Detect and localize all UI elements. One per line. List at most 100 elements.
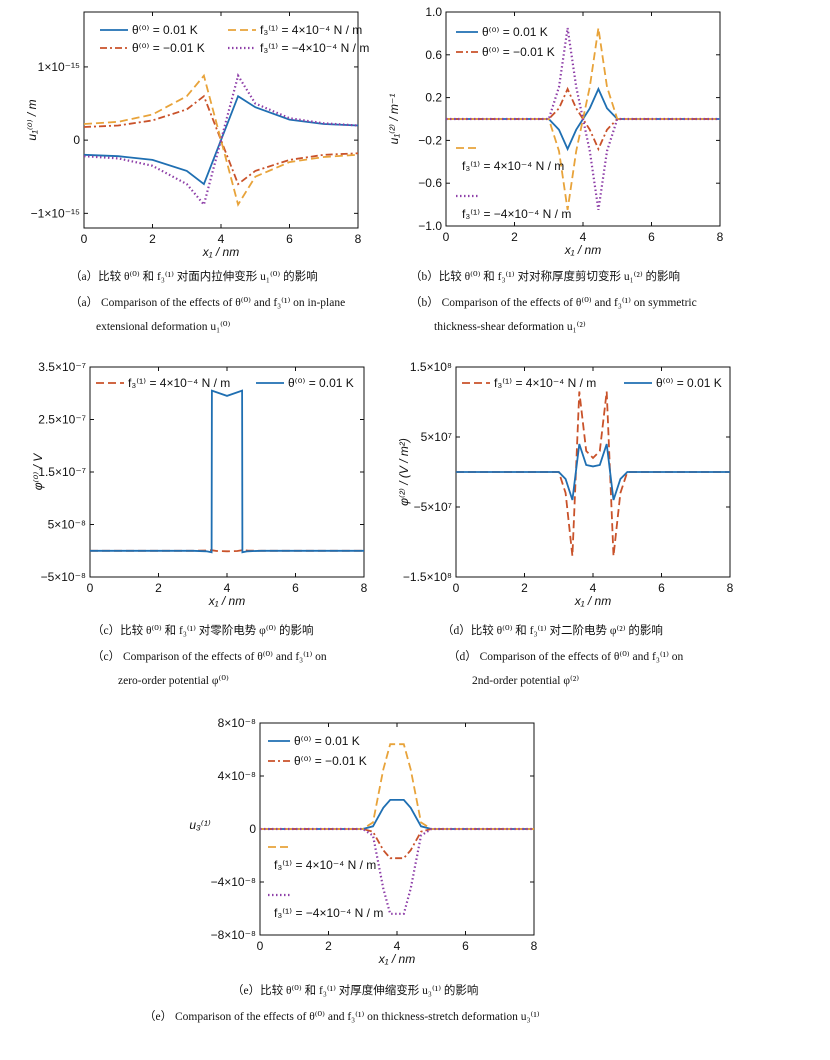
y-tick-label: −4×10⁻⁸	[211, 875, 256, 889]
series-line-1	[90, 389, 364, 554]
y-tick-label: 5×10⁻⁸	[48, 518, 86, 532]
x-tick-label: 6	[286, 232, 293, 246]
y-tick-label: 1×10⁻¹⁵	[38, 60, 80, 74]
caption-d-en2: 2nd-order potential φ⁽²⁾	[472, 675, 580, 687]
series-line-2	[260, 743, 534, 830]
legend-label: f₃⁽¹⁾ = 4×10⁻⁴ N / m	[462, 159, 564, 173]
x-tick-label: 2	[325, 939, 332, 953]
y-tick-label: 1.5×10⁻⁷	[38, 465, 86, 479]
y-tick-label: −1.5×10⁸	[403, 570, 452, 584]
caption-d-cn: （d）比较 θ⁽⁰⁾ 和 f₃⁽¹⁾ 对二阶电势 φ⁽²⁾ 的影响	[442, 625, 663, 637]
series-line-0	[456, 391, 730, 557]
caption-c-en2: zero-order potential φ⁽⁰⁾	[118, 675, 229, 687]
chart-e: 0 2 4 6 8 8×10⁻⁸ 4×10⁻⁸ 0 −4×10⁻⁸ −8×10⁻⁸ x₁ / nm u…	[189, 716, 538, 966]
series-line-3	[260, 827, 534, 915]
caption-e-en1: （e） Comparison of the effects of θ⁽⁰⁾ an…	[144, 1011, 540, 1023]
chart-b: 0 2 4 6 8 1.0 0.6 0.2 −0.2 −0.6 −1.0 x₁ / nm u₁⁽²⁾ /…	[387, 5, 724, 257]
x-tick-label: 6	[658, 581, 665, 595]
legend-label: f₃⁽¹⁾ = −4×10⁻⁴ N / m	[462, 207, 571, 221]
series-line-1	[84, 94, 358, 186]
x-tick-label: 8	[531, 939, 538, 953]
x-tick-label: 6	[292, 581, 299, 595]
x-tick-label: 0	[81, 232, 88, 246]
legend-label: θ⁽⁰⁾ = 0.01 K	[482, 25, 548, 39]
series-line-0	[84, 94, 358, 186]
legend-label: θ⁽⁰⁾ = 0.01 K	[656, 376, 722, 390]
x-tick-label: 0	[443, 230, 450, 244]
x-tick-label: 4	[590, 581, 597, 595]
legend-label: f₃⁽¹⁾ = 4×10⁻⁴ N / m	[260, 23, 362, 37]
x-axis-label: x₁ / nm	[574, 594, 611, 608]
y-axis-label: φ⁽⁰⁾ / V	[31, 453, 45, 491]
series-line-3	[446, 27, 720, 211]
x-tick-label: 8	[355, 232, 362, 246]
x-tick-label: 6	[648, 230, 655, 244]
legend-label: θ⁽⁰⁾ = −0.01 K	[132, 41, 205, 55]
legend-label: θ⁽⁰⁾ = 0.01 K	[294, 734, 360, 748]
chart-c: 0 2 4 6 8 3.5×10⁻⁷ 2.5×10⁻⁷ 1.5×10⁻⁷ 5×10⁻⁸ −5×10…	[31, 360, 368, 608]
x-tick-label: 6	[462, 939, 469, 953]
y-tick-label: −5×10⁻⁸	[41, 570, 86, 584]
y-tick-label: −5×10⁷	[414, 500, 452, 514]
caption-b-cn: （b）比较 θ⁽⁰⁾ 和 f₃⁽¹⁾ 对对称厚度剪切变形 u₁⁽²⁾ 的影响	[410, 271, 681, 283]
legend-label: θ⁽⁰⁾ = 0.01 K	[132, 23, 198, 37]
x-tick-label: 8	[361, 581, 368, 595]
series-line-0	[260, 799, 534, 830]
legend-label: f₃⁽¹⁾ = −4×10⁻⁴ N / m	[274, 906, 383, 920]
x-axis-label: x₁ / nm	[202, 245, 239, 259]
y-axis-label: φ⁽²⁾ / (V / m²)	[397, 438, 411, 506]
y-tick-label: 0	[249, 822, 256, 836]
y-tick-label: 0	[73, 133, 80, 147]
series-line-1	[456, 443, 730, 501]
y-axis-label: u₃⁽¹⁾	[189, 818, 210, 832]
x-tick-label: 4	[394, 939, 401, 953]
legend-label: θ⁽⁰⁾ = −0.01 K	[482, 45, 555, 59]
legend-label: f₃⁽¹⁾ = 4×10⁻⁴ N / m	[274, 858, 376, 872]
x-tick-label: 2	[511, 230, 518, 244]
y-tick-label: −8×10⁻⁸	[211, 928, 256, 942]
plot-frame	[89, 366, 365, 578]
caption-a-cn: （a）比较 θ⁽⁰⁾ 和 f₃⁽¹⁾ 对面内拉伸变形 u₁⁽⁰⁾ 的影响	[70, 271, 318, 283]
y-tick-label: 1.0	[425, 5, 442, 19]
x-tick-label: 2	[155, 581, 162, 595]
caption-d-en1: （d） Comparison of the effects of θ⁽⁰⁾ an…	[448, 651, 684, 663]
series-line-2	[84, 73, 358, 207]
x-tick-label: 8	[717, 230, 724, 244]
y-axis-label: u₁⁽⁰⁾ / m	[25, 99, 39, 140]
legend-label: f₃⁽¹⁾ = 4×10⁻⁴ N / m	[494, 376, 596, 390]
y-tick-label: 1.5×10⁸	[410, 360, 452, 374]
y-tick-label: 5×10⁷	[421, 430, 452, 444]
y-tick-label: 0.2	[425, 91, 442, 105]
caption-e-cn: （e）比较 θ⁽⁰⁾ 和 f₃⁽¹⁾ 对厚度伸缩变形 u₃⁽¹⁾ 的影响	[232, 985, 479, 997]
y-tick-label: −0.2	[418, 133, 442, 147]
legend-label: f₃⁽¹⁾ = 4×10⁻⁴ N / m	[128, 376, 230, 390]
x-tick-label: 8	[727, 581, 734, 595]
series-line-1	[260, 828, 534, 860]
y-tick-label: −1×10⁻¹⁵	[31, 206, 80, 220]
y-tick-label: 0.6	[425, 48, 442, 62]
caption-b-en2: thickness-shear deformation u₁⁽²⁾	[434, 321, 586, 333]
x-tick-label: 0	[453, 581, 460, 595]
x-tick-label: 0	[257, 939, 264, 953]
y-tick-label: 4×10⁻⁸	[218, 769, 256, 783]
caption-c-cn: （c）比较 θ⁽⁰⁾ 和 f₃⁽¹⁾ 对零阶电势 φ⁽⁰⁾ 的影响	[92, 625, 314, 637]
x-tick-label: 4	[224, 581, 231, 595]
caption-c-en1: （c） Comparison of the effects of θ⁽⁰⁾ an…	[92, 651, 327, 663]
y-tick-label: 8×10⁻⁸	[218, 716, 256, 730]
x-tick-label: 4	[218, 232, 225, 246]
x-tick-label: 2	[521, 581, 528, 595]
x-axis-label: x₁ / nm	[378, 952, 415, 966]
legend-label: θ⁽⁰⁾ = 0.01 K	[288, 376, 354, 390]
x-tick-label: 4	[580, 230, 587, 244]
chart-d: 0 2 4 6 8 1.5×10⁸ 5×10⁷ −5×10⁷ −1.5×10⁸ x₁ / nm φ⁽…	[397, 360, 734, 608]
x-tick-label: 0	[87, 581, 94, 595]
legend-label: θ⁽⁰⁾ = −0.01 K	[294, 754, 367, 768]
caption-b-en1: （b） Comparison of the effects of θ⁽⁰⁾ an…	[410, 297, 697, 309]
y-axis-label: u₁⁽²⁾ / m⁻¹	[387, 94, 401, 145]
caption-a-en2: extensional deformation u₁⁽⁰⁾	[96, 321, 231, 333]
x-tick-label: 2	[149, 232, 156, 246]
y-tick-label: −1.0	[418, 219, 442, 233]
y-tick-label: −0.6	[418, 176, 442, 190]
caption-a-en1: （a） Comparison of the effects of θ⁽⁰⁾ an…	[70, 297, 346, 309]
